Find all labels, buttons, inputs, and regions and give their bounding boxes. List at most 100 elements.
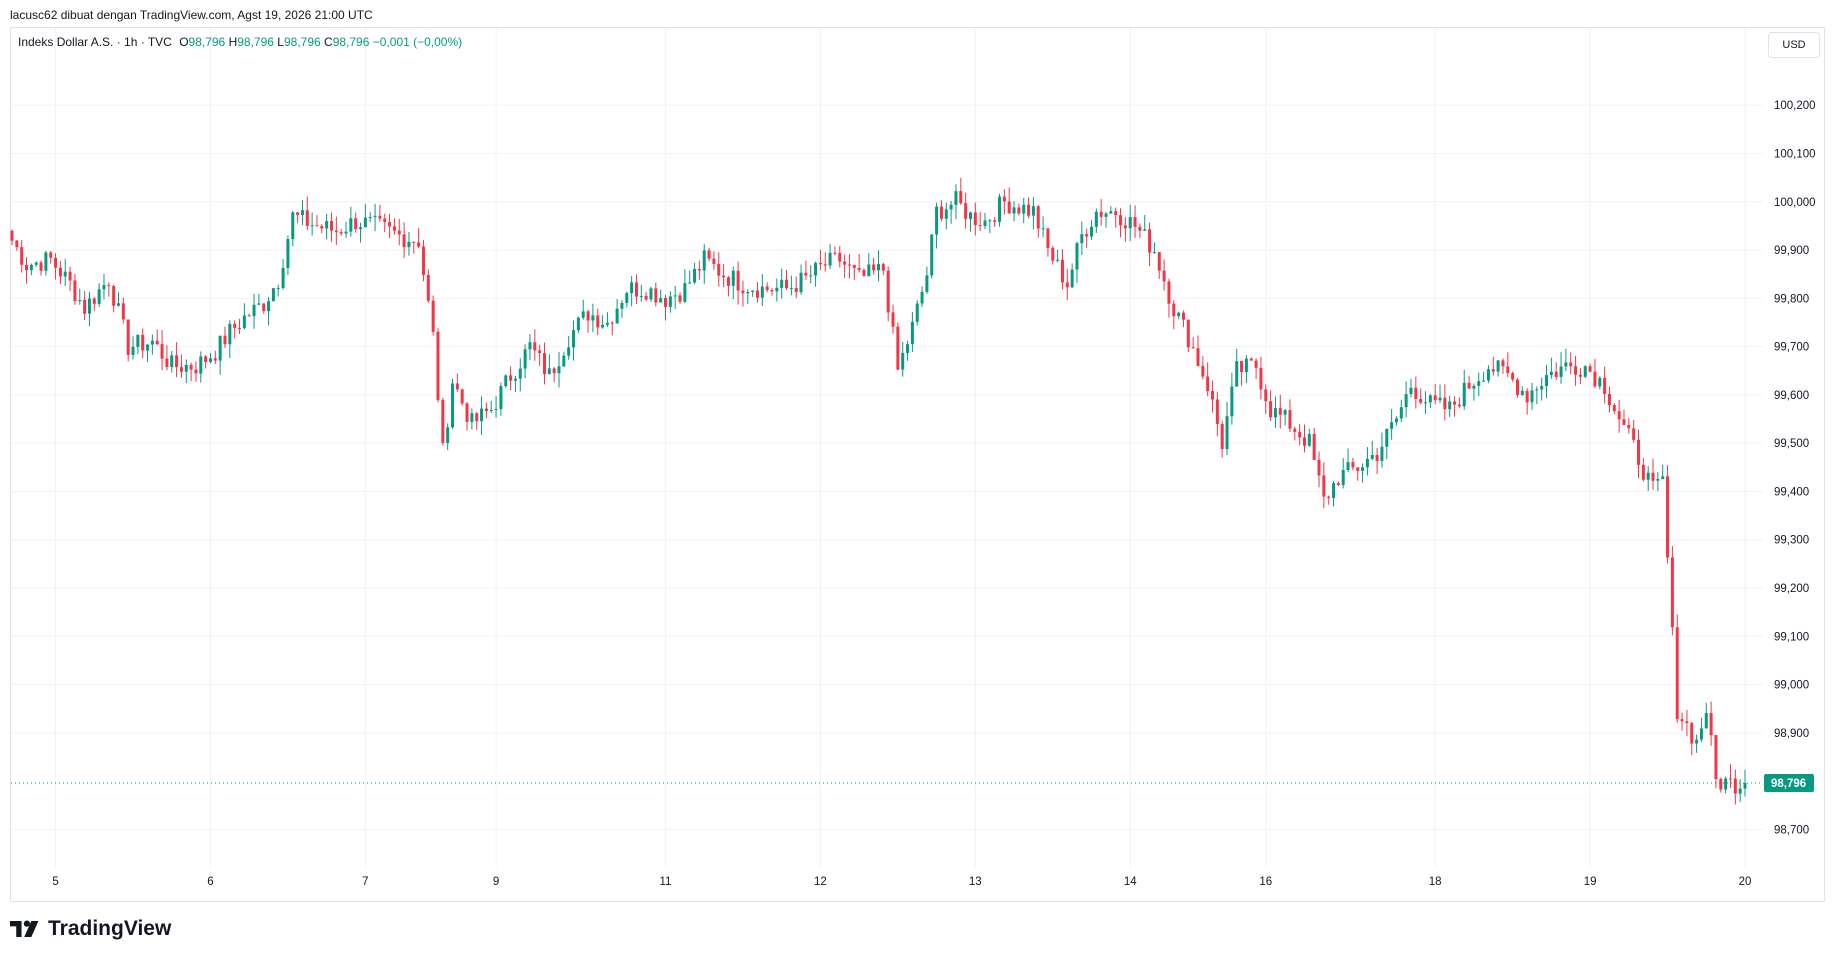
candle-body — [702, 250, 706, 271]
candle-body — [460, 389, 464, 404]
candle-body — [204, 356, 208, 362]
candle-body — [1022, 204, 1026, 214]
candle-body — [242, 315, 246, 329]
candle — [1506, 352, 1510, 378]
candle-body — [1332, 483, 1336, 498]
candle-body — [1578, 374, 1582, 377]
candle — [789, 275, 793, 296]
candle-body — [828, 252, 832, 266]
candle-body — [1196, 348, 1200, 366]
candle — [383, 213, 387, 233]
candle — [455, 373, 459, 392]
candle — [315, 215, 319, 227]
candle — [538, 344, 542, 366]
candle-body — [673, 295, 677, 297]
candle — [843, 254, 847, 279]
candle-body — [688, 282, 692, 284]
x-tick-label: 12 — [814, 876, 827, 888]
candle-body — [1453, 401, 1457, 405]
candle — [814, 261, 818, 287]
candle-body — [1491, 369, 1495, 372]
candle-body — [1549, 371, 1553, 376]
candle-body — [1322, 475, 1326, 497]
candle — [1574, 355, 1578, 386]
candle — [165, 345, 169, 371]
currency-button[interactable]: USD — [1768, 32, 1820, 58]
candle-body — [233, 323, 237, 328]
candle-body — [901, 352, 905, 370]
candle-body — [1390, 422, 1394, 429]
candle — [150, 334, 154, 355]
candle-body — [1351, 462, 1355, 468]
candle — [1496, 360, 1500, 377]
candle-body — [533, 342, 537, 351]
candle-body — [1356, 467, 1360, 471]
candle-body — [1201, 365, 1205, 377]
candle — [1588, 363, 1592, 373]
candle-body — [1627, 424, 1631, 429]
candle — [208, 352, 212, 364]
candle-body — [1424, 402, 1428, 404]
candle-body — [876, 264, 881, 271]
candle-body — [1525, 390, 1529, 403]
candle-body — [780, 279, 784, 288]
candle — [1583, 365, 1587, 379]
footer-logo[interactable]: TradingView — [10, 917, 171, 941]
candle-body — [1031, 206, 1035, 216]
candle-body — [291, 212, 295, 240]
candle-body — [1302, 437, 1306, 446]
candle — [533, 329, 537, 361]
candle — [1235, 348, 1239, 387]
candle-body — [678, 295, 682, 302]
candle — [334, 216, 338, 246]
candle — [513, 375, 517, 393]
candle — [509, 366, 513, 391]
candle — [1443, 384, 1447, 421]
chart-frame — [10, 27, 1825, 902]
candle — [160, 330, 164, 371]
candle-body — [978, 225, 982, 227]
candle-body — [605, 322, 609, 325]
candle — [1704, 702, 1708, 729]
candle — [83, 291, 87, 321]
candle — [547, 354, 551, 375]
candle — [1264, 384, 1268, 414]
candle-body — [944, 209, 948, 219]
candle-body — [547, 368, 551, 375]
candle — [1738, 779, 1742, 802]
candle — [625, 291, 629, 308]
candle — [465, 402, 469, 431]
candle — [576, 316, 580, 334]
candle — [542, 342, 546, 385]
candle-body — [189, 364, 193, 370]
candle-body — [1457, 404, 1461, 407]
candle-body — [1259, 367, 1263, 390]
candle-body — [58, 267, 62, 277]
candle — [1240, 360, 1244, 386]
candle — [1670, 545, 1674, 636]
candle — [1622, 409, 1626, 426]
candle-body — [1728, 778, 1732, 780]
candle-body — [930, 234, 934, 276]
candle — [499, 382, 503, 417]
candle-body — [436, 331, 440, 400]
candle-body — [809, 275, 813, 277]
candle-body — [1046, 228, 1050, 248]
candle-body — [407, 241, 411, 248]
candle — [649, 286, 653, 303]
candle — [1177, 311, 1181, 320]
high-label: H — [228, 35, 238, 49]
candle-body — [707, 250, 711, 259]
candle — [523, 344, 527, 379]
candle-body — [1007, 201, 1011, 214]
y-tick-label: 99,900 — [1774, 245, 1809, 257]
symbol-name[interactable]: Indeks Dollar A.S. · 1h · TVC — [18, 35, 172, 49]
candle — [1114, 207, 1118, 228]
candle — [441, 397, 445, 446]
candle — [886, 266, 890, 322]
candle-body — [1152, 252, 1156, 254]
candle-body — [896, 326, 900, 370]
candle — [199, 351, 203, 383]
candle — [1307, 428, 1311, 447]
